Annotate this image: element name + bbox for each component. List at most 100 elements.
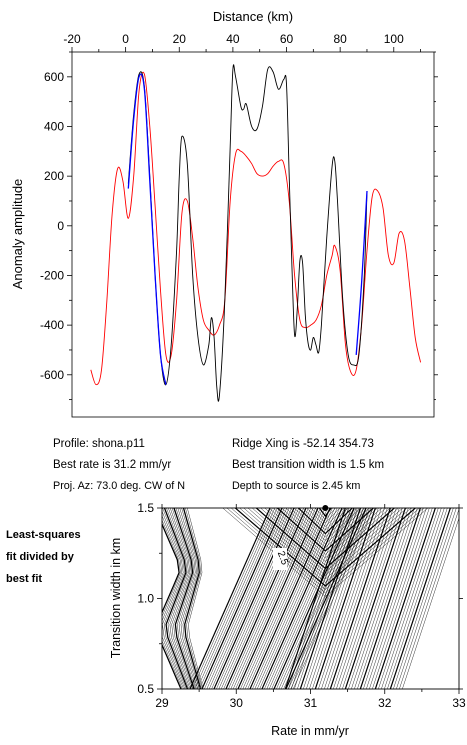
contour-line-left (163, 508, 189, 689)
contour-line-right (312, 508, 373, 689)
x-tick-label: 80 (333, 32, 347, 46)
contour-line-right (402, 517, 459, 689)
observed-profile-line (90, 71, 422, 386)
contour-label-mask (273, 548, 287, 570)
contour-line-diagonal (230, 508, 311, 689)
contour-line-left (168, 508, 191, 689)
contour-line-right (294, 508, 355, 689)
contour-line-v (285, 508, 366, 545)
contour-line-diagonal (278, 508, 359, 689)
model-profile-line (127, 64, 368, 402)
contour-y-tick-label: 1.5 (137, 501, 154, 515)
contour-line-right (339, 508, 400, 689)
contour-line-left (162, 522, 182, 689)
contour-axis-ticks: 29 30 31 32 33 0.5 1.0 1.5 (137, 501, 466, 710)
contour-line-right (342, 508, 403, 689)
contour-line-left (181, 508, 200, 689)
contour-line-right (351, 508, 412, 689)
contour-line-right (393, 508, 454, 689)
contour-line-v (243, 508, 408, 580)
contour-line-right (288, 508, 349, 689)
contour-line-diagonal (288, 508, 369, 689)
contour-line-right (363, 508, 424, 689)
x-tick-label: 60 (280, 32, 294, 46)
side-note-line: Least-squares (6, 529, 81, 541)
x-tick-label: 20 (173, 32, 187, 46)
contour-value-label: 2.5 (275, 550, 290, 567)
y-tick-label: 0 (57, 219, 64, 233)
y-tick-label: 200 (44, 169, 64, 183)
contour-line-left (162, 515, 184, 689)
contour-line-left (177, 508, 197, 689)
contour-line-v (318, 508, 332, 517)
contour-x-axis-title: Rate in mm/yr (271, 724, 349, 738)
contour-line-v (231, 508, 420, 590)
contour-line-left (182, 508, 202, 689)
contour-line-diagonal (259, 508, 340, 689)
contour-line-diagonal (213, 508, 295, 689)
contour-line-diagonal (261, 508, 343, 689)
contour-line-v (222, 508, 429, 597)
profile-x-axis-title: Distance (km) (213, 9, 293, 24)
contour-line-v (226, 508, 424, 594)
contour-x-tick-label: 33 (452, 696, 466, 710)
contour-x-tick-label: 30 (230, 696, 244, 710)
contour-line-right (381, 508, 442, 689)
contour-line-v (297, 508, 353, 535)
contour-x-tick-label: 31 (304, 696, 318, 710)
fitted-segment-line (127, 73, 167, 385)
y-tick-label: 400 (44, 119, 64, 133)
best-rate: Best rate is 31.2 mm/yr (53, 459, 172, 471)
contour-line-diagonal (206, 508, 287, 689)
contour-line-diagonal (216, 508, 297, 689)
contour-line-left (187, 508, 204, 689)
contour-x-tick-label: 29 (155, 696, 169, 710)
contour-line-v (302, 508, 349, 531)
contour-line-right (321, 508, 382, 689)
contour-line-right (291, 508, 352, 689)
contour-line-diagonal (228, 508, 309, 689)
side-note-line: fit divided by (6, 551, 74, 563)
contour-line-diagonal (273, 508, 355, 689)
contour-line-diagonal (199, 508, 280, 689)
best-fit-marker (322, 505, 329, 511)
contour-line-right (366, 508, 427, 689)
contour-line-v (273, 508, 378, 555)
contour-line-diagonal (221, 508, 302, 689)
profile-plot-frame (71, 51, 435, 418)
contour-y-tick-label: 0.5 (137, 682, 154, 696)
contour-line-diagonal (242, 508, 323, 689)
contour-line-diagonal (204, 508, 285, 689)
contour-line-diagonal (245, 508, 326, 689)
contour-line-right (359, 508, 421, 689)
contour-line-diagonal (225, 508, 307, 689)
contour-line-right (318, 508, 379, 689)
profile-series (90, 64, 422, 402)
contour-line-right (348, 508, 409, 689)
contour-line-diagonal (211, 508, 292, 689)
x-tick-label: 0 (122, 32, 129, 46)
contour-line-diagonal (189, 508, 271, 689)
contour-line-right (389, 508, 451, 689)
contour-line-left (162, 508, 187, 689)
depth-to-source: Depth to source is 2.45 km (232, 480, 361, 492)
contour-line-right (297, 508, 358, 689)
contour-line-diagonal (257, 508, 338, 689)
contour-line-left (170, 508, 192, 689)
ridge-crossing: Ridge Xing is -52.14 354.73 (232, 438, 374, 450)
contour-line-diagonal (192, 508, 273, 689)
contour-line-diagonal (254, 508, 335, 689)
contour-line-v (289, 508, 361, 541)
contour-line-diagonal (218, 508, 299, 689)
contour-line-right (354, 508, 415, 689)
contour-line-v (310, 508, 340, 524)
contour-line-diagonal (252, 508, 333, 689)
contour-line-v (264, 508, 387, 562)
x-tick-label: 40 (226, 32, 240, 46)
contour-line-right (384, 508, 445, 689)
contour-line-diagonal (247, 508, 328, 689)
contour-line-left (162, 519, 183, 689)
contour-line-right (374, 508, 436, 689)
